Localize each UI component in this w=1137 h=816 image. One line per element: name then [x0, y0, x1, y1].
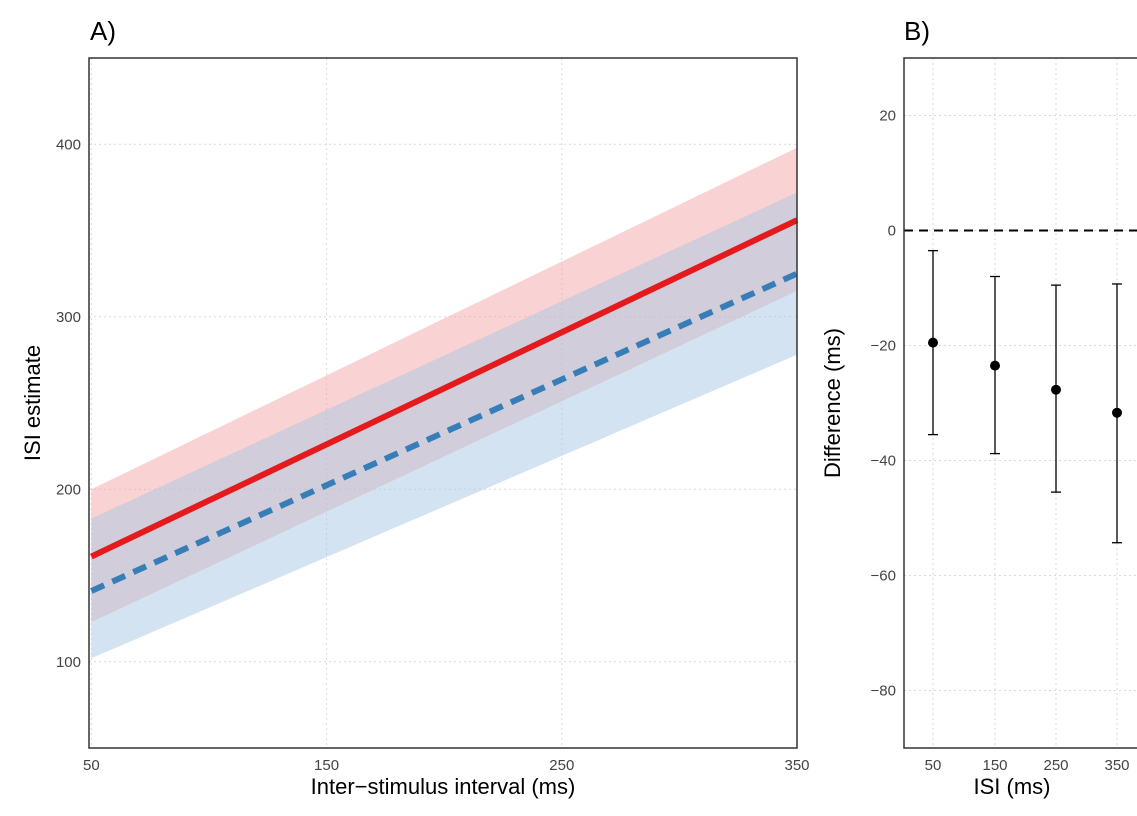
panel-a-ribbon-series-2 — [91, 192, 797, 659]
panel-b-points — [928, 249, 1122, 544]
panel-a-y-tick-label: 400 — [56, 136, 81, 153]
panel-b-x-tick-label: 150 — [982, 757, 1007, 774]
panel-b-x-tick-label: 50 — [925, 757, 942, 774]
panel-b-point — [928, 337, 938, 348]
panel-b-grid — [904, 58, 1137, 748]
panel-a-label: A) — [90, 16, 116, 46]
panel-a-x-tick-label: 150 — [314, 757, 339, 774]
panel-a-x-axis-title: Inter−stimulus interval (ms) — [311, 774, 576, 799]
panel-b-y-axis-title: Difference (ms) — [820, 328, 845, 478]
panel-b: B) 50 150 250 350 20 0 −20 −40 −60 −80 ISI (ms) D… — [820, 16, 1137, 799]
panel-a-y-tick-label: 200 — [56, 481, 81, 498]
panel-a-line-series-2 — [90, 270, 799, 594]
panel-b-y-tick-label: −60 — [871, 568, 896, 585]
panel-a: A) 50 150 250 350 100 200 300 400 Inter−stimulu… — [20, 16, 810, 799]
panel-b-point — [1051, 384, 1061, 395]
panel-a-y-tick-label: 100 — [56, 654, 81, 671]
panel-b-y-tick-label: 0 — [888, 223, 896, 240]
panel-a-y-axis-title: ISI estimate — [20, 345, 45, 461]
panel-b-y-tick-label: −80 — [871, 683, 896, 700]
panel-b-point — [1112, 407, 1122, 418]
panel-a-tick-labels: 50 150 250 350 100 200 300 400 — [56, 136, 810, 774]
panel-b-y-tick-label: −20 — [871, 338, 896, 355]
panel-b-x-tick-label: 350 — [1104, 757, 1129, 774]
panel-b-x-axis-title: ISI (ms) — [974, 774, 1051, 799]
panel-b-label: B) — [904, 16, 930, 46]
panel-a-x-tick-label: 350 — [784, 757, 809, 774]
panel-b-frame — [903, 57, 1137, 749]
panel-a-frame — [88, 57, 798, 749]
panel-a-x-tick-label: 250 — [549, 757, 574, 774]
panel-b-x-tick-label: 250 — [1043, 757, 1068, 774]
panel-a-ribbons — [91, 147, 797, 659]
panel-b-point — [990, 360, 1000, 371]
panel-b-y-tick-label: 20 — [879, 108, 896, 125]
panel-a-x-tick-label: 50 — [83, 757, 100, 774]
panel-a-lines — [90, 217, 799, 594]
panel-a-y-tick-label: 300 — [56, 309, 81, 326]
panel-a-line-series-1 — [90, 217, 799, 560]
panel-b-tick-labels: 50 150 250 350 20 0 −20 −40 −60 −80 — [871, 108, 1130, 775]
panel-b-y-tick-label: −40 — [871, 453, 896, 470]
